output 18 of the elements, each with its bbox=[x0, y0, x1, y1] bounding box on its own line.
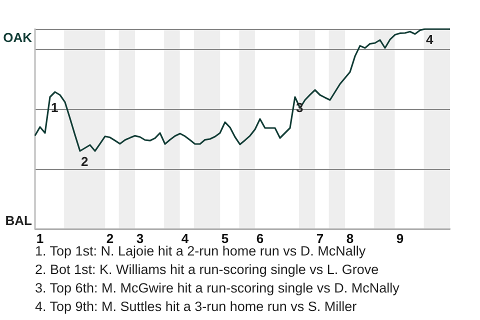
text: 3. Top 6th: M. McGwire hit a run-scoring single vs D. McNally bbox=[35, 280, 400, 296]
x-tick-label: 9 bbox=[396, 231, 404, 246]
x-tick-label: 4 bbox=[181, 231, 190, 246]
x-tick-label: 2 bbox=[106, 231, 114, 246]
x-tick-label: 7 bbox=[316, 231, 324, 246]
x-tick-label: 1 bbox=[36, 231, 44, 246]
annotation: 2 bbox=[81, 154, 88, 169]
x-tick-label: 5 bbox=[221, 231, 229, 246]
text: 2. Bot 1st: K. Williams hit a run-scoring single vs L. Grove bbox=[35, 262, 379, 277]
annotation: 1 bbox=[51, 100, 58, 115]
x-tick-label: 8 bbox=[346, 231, 354, 246]
text: 1. Top 1st: N. Lajoie hit a 2-run home run vs D. McNally bbox=[35, 244, 366, 258]
x-tick-label: 6 bbox=[256, 231, 264, 246]
text: OAK bbox=[3, 30, 33, 45]
x-tick-label: 3 bbox=[136, 231, 144, 246]
text: 4. Top 9th: M. Suttles hit a 3-run home run vs S. Miller bbox=[35, 299, 358, 314]
text: BAL bbox=[5, 213, 32, 228]
annotation: 4 bbox=[426, 32, 434, 47]
